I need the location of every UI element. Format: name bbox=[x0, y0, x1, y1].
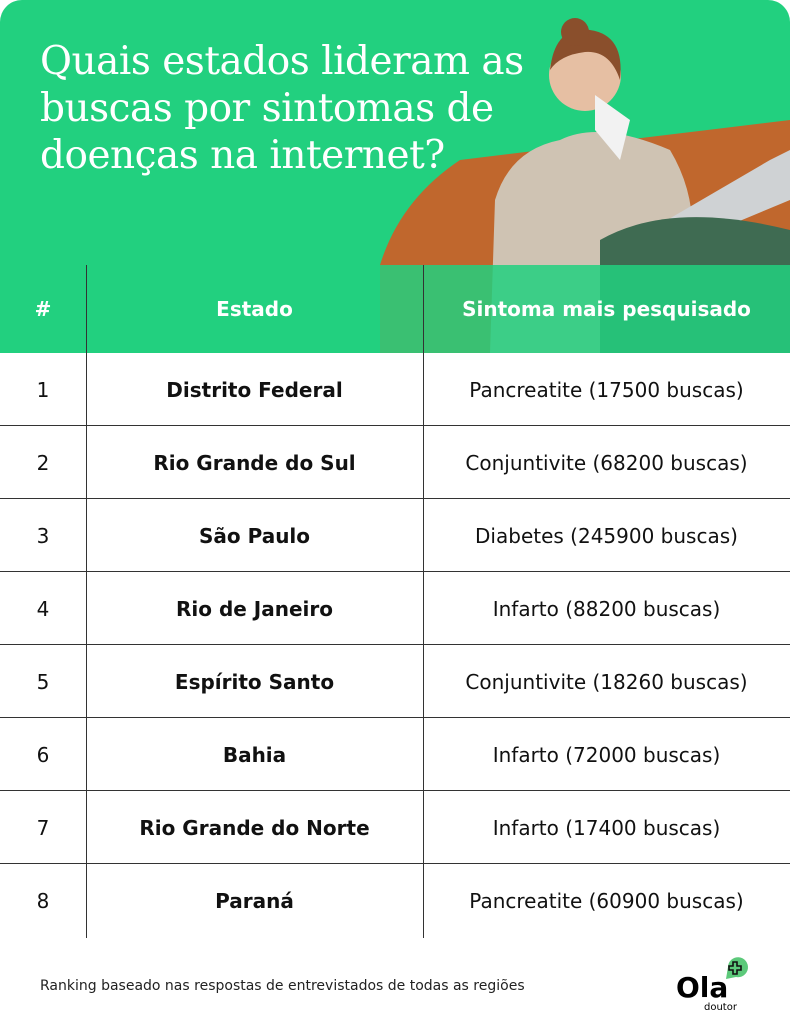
rank-cell: 5 bbox=[36, 669, 50, 694]
rank-cell: 4 bbox=[36, 596, 50, 621]
state-cell: Espírito Santo bbox=[174, 669, 335, 694]
symptom-cell: Infarto (88200 buscas) bbox=[492, 596, 721, 621]
svg-text:Ola: Ola bbox=[676, 971, 728, 1004]
table-row: 6 Bahia Infarto (72000 buscas) bbox=[0, 718, 790, 791]
table-row: 1 Distrito Federal Pancreatite (17500 busc… bbox=[0, 353, 790, 426]
state-cell: Distrito Federal bbox=[166, 377, 343, 402]
state-cell: Paraná bbox=[215, 888, 294, 913]
state-cell: Rio Grande do Sul bbox=[153, 450, 356, 475]
header-symptom: Sintoma mais pesquisado bbox=[462, 297, 751, 321]
table-row: 2 Rio Grande do Sul Conjuntivite (68200 bu… bbox=[0, 426, 790, 499]
table-row: 7 Rio Grande do Norte Infarto (17400 busca… bbox=[0, 791, 790, 864]
ola-doutor-logo: Ola doutor bbox=[676, 957, 748, 1013]
rank-cell: 8 bbox=[36, 888, 50, 913]
table-header: # Estado Sintoma mais pesquisado bbox=[0, 265, 790, 353]
state-cell: Rio de Janeiro bbox=[175, 596, 333, 621]
rank-cell: 3 bbox=[36, 523, 50, 548]
symptom-cell: Infarto (17400 buscas) bbox=[492, 815, 721, 840]
table-row: 8 Paraná Pancreatite (60900 buscas) bbox=[0, 864, 790, 937]
table-row: 4 Rio de Janeiro Infarto (88200 buscas) bbox=[0, 572, 790, 645]
symptom-cell: Conjuntivite (68200 buscas) bbox=[465, 450, 748, 475]
rank-cell: 1 bbox=[36, 377, 50, 402]
table-row: 3 São Paulo Diabetes (245900 buscas) bbox=[0, 499, 790, 572]
symptom-cell: Conjuntivite (18260 buscas) bbox=[465, 669, 748, 694]
state-cell: Bahia bbox=[222, 742, 287, 767]
footer-note: Ranking baseado nas respostas de entrevi… bbox=[40, 978, 525, 994]
symptom-cell: Infarto (72000 buscas) bbox=[492, 742, 721, 767]
state-cell: São Paulo bbox=[198, 523, 311, 548]
column-divider bbox=[423, 265, 424, 938]
symptom-cell: Diabetes (245900 buscas) bbox=[475, 523, 738, 548]
svg-text:doutor: doutor bbox=[704, 1002, 738, 1013]
symptom-cell: Pancreatite (60900 buscas) bbox=[469, 888, 744, 913]
header-rank: # bbox=[34, 297, 52, 321]
symptom-cell: Pancreatite (17500 buscas) bbox=[469, 377, 744, 402]
header-state: Estado bbox=[216, 297, 293, 321]
rank-cell: 6 bbox=[36, 742, 50, 767]
table-row: 5 Espírito Santo Conjuntivite (18260 busca… bbox=[0, 645, 790, 718]
state-cell: Rio Grande do Norte bbox=[139, 815, 370, 840]
column-divider bbox=[86, 265, 87, 938]
page-title: Quais estados lideram as buscas por sint… bbox=[40, 39, 524, 178]
rank-cell: 7 bbox=[36, 815, 50, 840]
rank-cell: 2 bbox=[36, 450, 50, 475]
